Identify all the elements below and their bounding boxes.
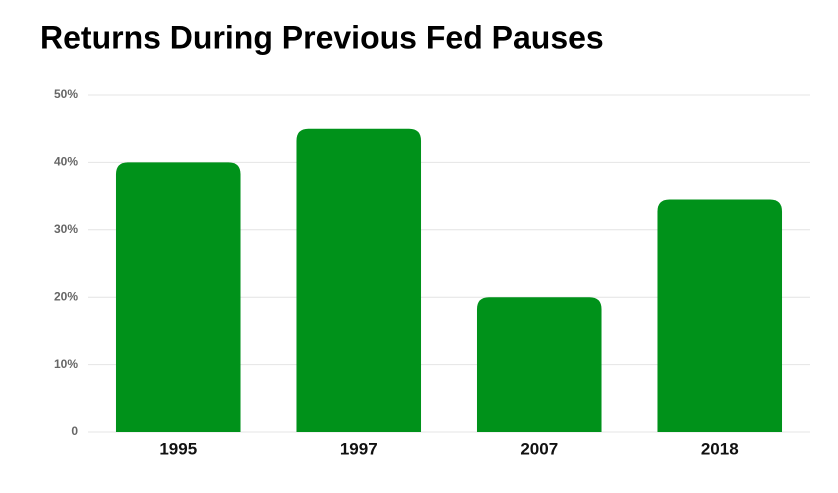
bar: [657, 199, 783, 432]
y-tick-label: 0: [71, 424, 78, 438]
x-tick-label: 1995: [159, 439, 197, 458]
y-tick-label: 20%: [54, 289, 78, 303]
bar: [476, 297, 602, 432]
y-tick-label: 50%: [54, 87, 78, 101]
x-tick-label: 2018: [701, 439, 739, 458]
y-tick-label: 10%: [54, 357, 78, 371]
x-tick-label: 1997: [340, 439, 378, 458]
chart-title: Returns During Previous Fed Pauses: [40, 19, 604, 55]
x-tick-label: 2007: [520, 439, 558, 458]
bar: [296, 128, 422, 432]
bar: [115, 162, 241, 432]
y-tick-label: 40%: [54, 155, 78, 169]
y-tick-label: 30%: [54, 222, 78, 236]
